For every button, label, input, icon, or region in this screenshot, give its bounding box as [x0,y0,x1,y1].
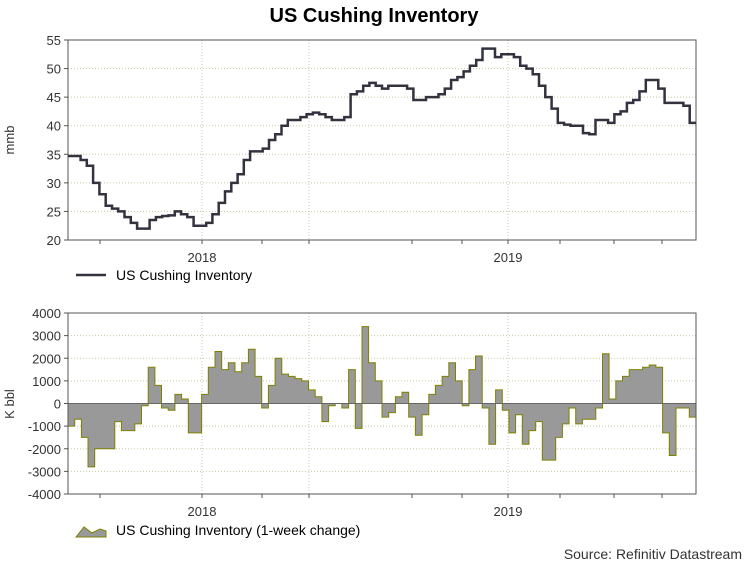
bottom-panel: -4000 -3000 -2000 -1000 0 1000 2000 3000 4000 20… [2,306,697,538]
bottom-legend: US Cushing Inventory (1-week change) [74,522,360,538]
top-legend: US Cushing Inventory [76,267,252,283]
y-tick-label: 35 [47,147,61,162]
y-tick-label: -1000 [28,419,61,434]
bottom-y-ticks: -4000 -3000 -2000 -1000 0 1000 2000 3000 4000 [28,306,68,502]
y-tick-label: 30 [47,176,61,191]
y-tick-label: 4000 [32,306,61,321]
y-tick-label: 2000 [32,351,61,366]
bottom-legend-label: US Cushing Inventory (1-week change) [116,522,360,538]
y-tick-label: 3000 [32,329,61,344]
inventory-line [68,47,696,230]
x-tick-label: 2019 [494,250,523,265]
bottom-legend-swatch [74,526,107,538]
top-x-ticks: 2018 2019 [99,240,663,265]
change-area [67,326,697,483]
chart-title: US Cushing Inventory [270,5,480,27]
y-tick-label: -4000 [28,487,61,502]
source-note: Source: Refinitiv Datastream [564,546,742,562]
y-tick-label: 0 [54,397,61,412]
y-tick-label: 25 [47,204,61,219]
y-tick-label: 20 [47,233,61,248]
y-tick-label: 55 [47,33,61,48]
y-tick-label: 40 [47,119,61,134]
bottom-x-ticks: 2018 2019 [99,494,663,519]
y-tick-label: -2000 [28,442,61,457]
top-plot-frame [67,39,697,241]
top-panel: 20 25 30 35 40 45 50 55 2018 2019 mmb US Cushing… [2,33,697,283]
y-tick-label: -3000 [28,464,61,479]
y-tick-label: 1000 [32,374,61,389]
top-grid [68,39,696,241]
top-y-ticks: 20 25 30 35 40 45 50 55 [47,33,68,248]
y-tick-label: 50 [47,62,61,77]
bottom-y-axis-label: K bbl [2,389,17,419]
x-tick-label: 2018 [188,504,217,519]
x-tick-label: 2019 [494,504,523,519]
top-y-axis-label: mmb [2,126,17,155]
top-legend-label: US Cushing Inventory [116,267,252,283]
y-tick-label: 45 [47,90,61,105]
x-tick-label: 2018 [188,250,217,265]
